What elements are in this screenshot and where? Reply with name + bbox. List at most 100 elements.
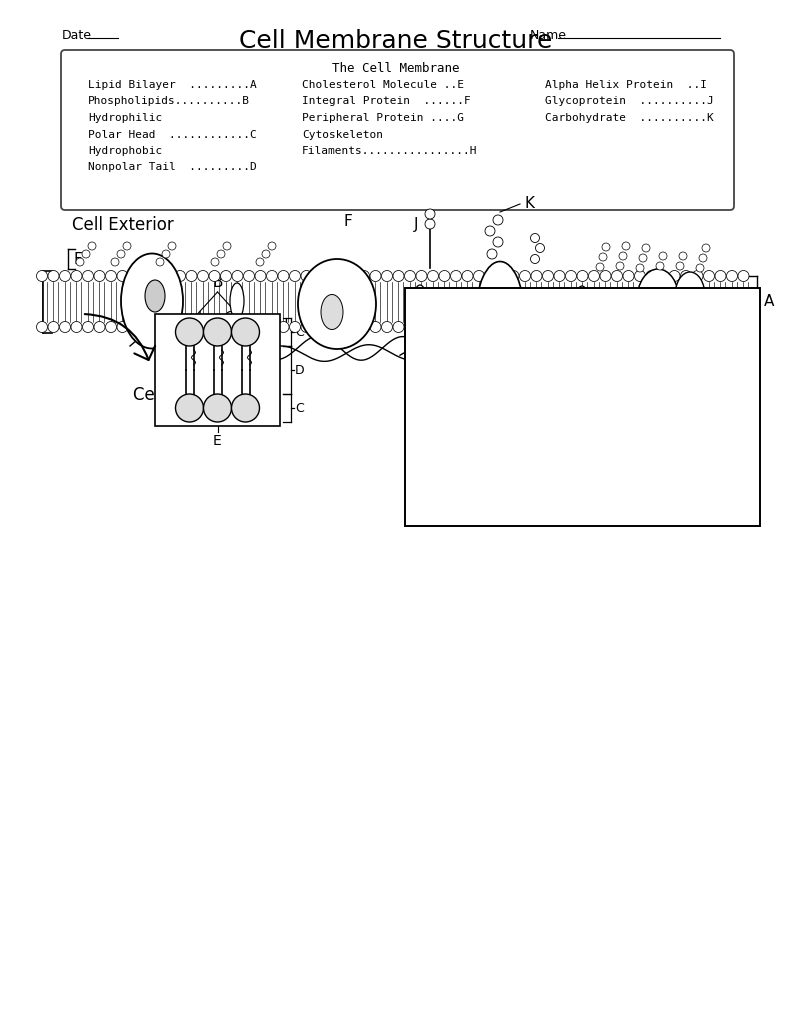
Text: proteins: proteins [441,436,500,449]
Text: Carbohydrate  ..........K: Carbohydrate ..........K [545,113,713,123]
Circle shape [485,322,496,333]
Circle shape [451,322,461,333]
Circle shape [636,264,644,272]
Circle shape [163,322,174,333]
Circle shape [105,270,116,282]
Circle shape [211,258,219,266]
Circle shape [646,322,657,333]
Circle shape [738,322,749,333]
Circle shape [451,270,461,282]
Text: Directions for coloring and labeling the diagram:: Directions for coloring and labeling the… [415,298,730,311]
Circle shape [474,270,485,282]
Circle shape [600,322,611,333]
Circle shape [616,262,624,270]
Circle shape [531,270,542,282]
Circle shape [71,322,82,333]
Text: Label the hydrophobic region of the: Label the hydrophobic region of the [441,370,680,383]
Circle shape [596,263,604,271]
Circle shape [163,270,174,282]
Text: C: C [295,401,304,415]
Text: blue: blue [490,436,523,449]
Circle shape [427,322,438,333]
Circle shape [566,270,577,282]
Text: J: J [414,216,418,231]
Circle shape [232,394,259,422]
Circle shape [209,322,220,333]
Circle shape [140,322,151,333]
Circle shape [203,318,232,346]
Text: Cytoskeleton: Cytoskeleton [302,129,383,139]
Circle shape [696,264,704,272]
Circle shape [702,244,710,252]
Text: 1.: 1. [423,318,436,331]
Circle shape [370,322,381,333]
Text: Hydrophobic: Hydrophobic [88,146,162,156]
Text: H: H [582,374,592,388]
Text: green: green [518,488,562,501]
Circle shape [76,258,84,266]
Circle shape [619,252,627,260]
Circle shape [48,322,59,333]
Circle shape [404,270,415,282]
Circle shape [531,255,539,263]
Bar [155,314,280,426]
Circle shape [105,322,116,333]
Text: Date: Date [62,29,92,42]
Ellipse shape [575,286,589,322]
Circle shape [439,270,450,282]
Circle shape [221,270,232,282]
Bar [405,288,760,526]
Circle shape [692,322,703,333]
Circle shape [656,262,664,270]
Circle shape [680,270,691,282]
Circle shape [474,322,485,333]
Text: phospholipid bilayer and shade it: phospholipid bilayer and shade it [441,332,668,345]
Circle shape [703,322,714,333]
Circle shape [59,322,70,333]
Circle shape [659,252,667,260]
Circle shape [128,322,139,333]
Text: I: I [456,362,460,376]
Circle shape [599,253,607,261]
Circle shape [536,244,544,253]
Text: Integral Protein  ......F: Integral Protein ......F [302,96,471,106]
Circle shape [324,322,335,333]
Text: C: C [295,326,304,339]
Text: F: F [74,253,82,267]
Circle shape [335,322,346,333]
Circle shape [186,270,197,282]
Text: Peripheral Protein ....G: Peripheral Protein ....G [302,113,464,123]
Circle shape [589,270,600,282]
Circle shape [111,258,119,266]
Text: 4.: 4. [423,474,436,487]
Circle shape [88,242,96,250]
Circle shape [71,270,82,282]
Circle shape [738,270,749,282]
Circle shape [611,322,623,333]
Circle shape [256,258,264,266]
Circle shape [262,250,270,258]
Circle shape [370,270,381,282]
Circle shape [715,270,726,282]
Text: E: E [403,353,412,367]
Circle shape [255,270,266,282]
Circle shape [487,249,497,259]
Text: H: H [278,318,288,332]
Text: Hydrophilic: Hydrophilic [88,113,162,123]
Circle shape [244,322,255,333]
Circle shape [642,244,650,252]
Circle shape [416,270,427,282]
Text: F: F [343,214,352,229]
Circle shape [162,250,170,258]
Circle shape [439,322,450,333]
Text: 2.: 2. [423,370,436,383]
Circle shape [82,322,93,333]
Circle shape [152,322,162,333]
Ellipse shape [298,259,376,349]
Circle shape [301,270,312,282]
Circle shape [623,322,634,333]
Text: Polar Head  ............C: Polar Head ............C [88,129,257,139]
Text: Cholesterol Molecule ..E: Cholesterol Molecule ..E [302,80,464,90]
Circle shape [223,242,231,250]
Circle shape [611,270,623,282]
